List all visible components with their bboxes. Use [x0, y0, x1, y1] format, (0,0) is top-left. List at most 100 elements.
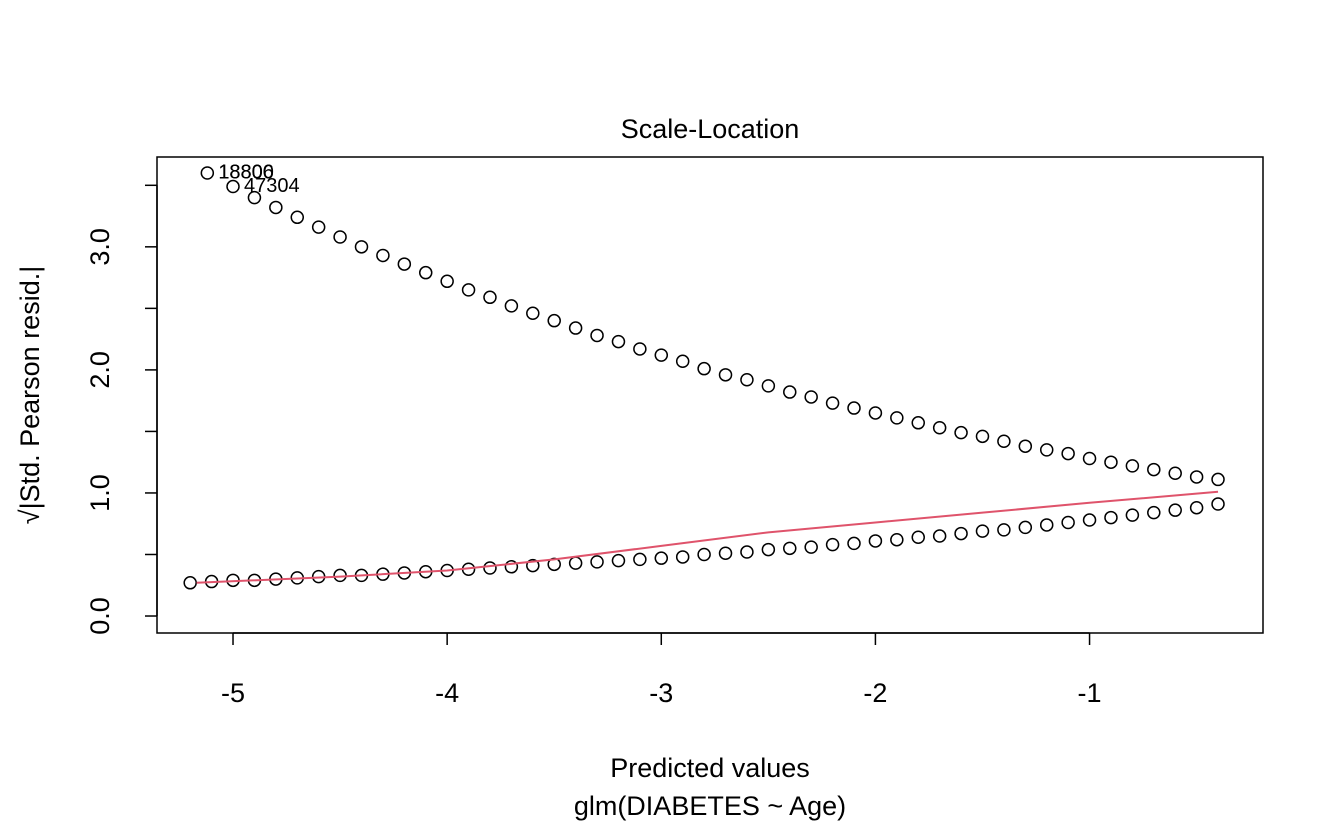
point — [1147, 505, 1161, 520]
point — [654, 551, 669, 565]
point — [1125, 459, 1140, 473]
point — [1061, 515, 1075, 530]
point — [997, 434, 1011, 449]
y-tick-label: 2.0 — [85, 351, 115, 389]
point — [633, 342, 647, 356]
point — [1082, 451, 1097, 466]
point — [804, 540, 818, 554]
point — [1168, 503, 1182, 517]
point — [269, 200, 283, 215]
point — [697, 547, 711, 562]
x-tick-label: -4 — [435, 678, 459, 708]
point — [761, 379, 776, 393]
point — [847, 401, 861, 415]
point — [611, 334, 626, 349]
point — [847, 536, 861, 551]
point — [804, 390, 818, 404]
point — [1211, 472, 1225, 487]
point — [975, 524, 990, 538]
point — [1189, 470, 1204, 484]
point — [740, 545, 754, 559]
point — [1082, 513, 1097, 527]
point — [1039, 518, 1054, 532]
point — [1018, 439, 1033, 453]
point — [675, 354, 690, 369]
point — [1125, 508, 1140, 522]
point — [611, 553, 626, 568]
point — [740, 372, 754, 387]
point — [1189, 500, 1204, 515]
point — [590, 328, 604, 343]
point — [290, 210, 305, 225]
subtitle: glm(DIABETES ~ Age) — [574, 791, 846, 821]
point-label: 18800 — [218, 161, 274, 183]
point — [200, 166, 215, 180]
point — [825, 396, 840, 410]
y-tick-label: 3.0 — [85, 228, 115, 266]
point — [397, 257, 412, 271]
point — [911, 530, 925, 545]
point — [590, 555, 604, 569]
x-tick-label: -2 — [863, 678, 887, 708]
point — [868, 534, 883, 548]
point — [1018, 520, 1033, 535]
point — [311, 220, 326, 234]
point — [547, 557, 561, 572]
point-label: 47304 — [244, 175, 300, 197]
point — [333, 230, 347, 244]
point — [1211, 497, 1225, 511]
point — [868, 406, 883, 420]
point — [568, 556, 583, 570]
point — [354, 240, 369, 254]
point-label: 18806 — [218, 161, 274, 183]
point — [997, 523, 1011, 537]
point — [697, 361, 711, 376]
point — [1039, 443, 1054, 457]
point — [1168, 466, 1182, 481]
point — [825, 537, 840, 552]
point — [483, 290, 497, 305]
point — [718, 368, 733, 382]
point — [911, 416, 925, 430]
x-tick-label: -1 — [1078, 678, 1102, 708]
chart-title: Scale-Location — [621, 114, 800, 144]
point — [183, 576, 197, 590]
point — [526, 306, 540, 321]
smoother-line — [196, 490, 1219, 584]
point — [226, 179, 240, 194]
point — [418, 265, 433, 280]
point — [1061, 446, 1075, 461]
x-tick-label: -5 — [221, 678, 245, 708]
point — [547, 313, 561, 328]
point — [633, 552, 647, 567]
point — [932, 529, 947, 543]
point — [247, 190, 262, 205]
point — [783, 541, 797, 556]
point — [975, 429, 990, 444]
x-axis-label: Predicted values — [610, 753, 810, 783]
point — [568, 321, 583, 335]
y-tick-label: 0.0 — [85, 597, 115, 635]
point — [504, 299, 519, 313]
point — [440, 274, 454, 289]
point — [718, 546, 733, 561]
point — [761, 542, 776, 557]
point — [954, 425, 968, 440]
y-tick-label: 1.0 — [85, 474, 115, 512]
point — [932, 420, 947, 435]
point — [483, 561, 497, 575]
point — [954, 526, 968, 541]
point — [783, 385, 797, 399]
point — [1104, 510, 1118, 525]
point — [890, 532, 904, 547]
point — [376, 248, 390, 263]
y-axis-label: √|Std. Pearson resid.| — [15, 266, 45, 524]
point — [654, 348, 669, 362]
point — [890, 411, 904, 425]
point — [675, 550, 690, 564]
x-tick-label: -3 — [649, 678, 673, 708]
point — [461, 283, 476, 297]
point — [1104, 455, 1118, 469]
